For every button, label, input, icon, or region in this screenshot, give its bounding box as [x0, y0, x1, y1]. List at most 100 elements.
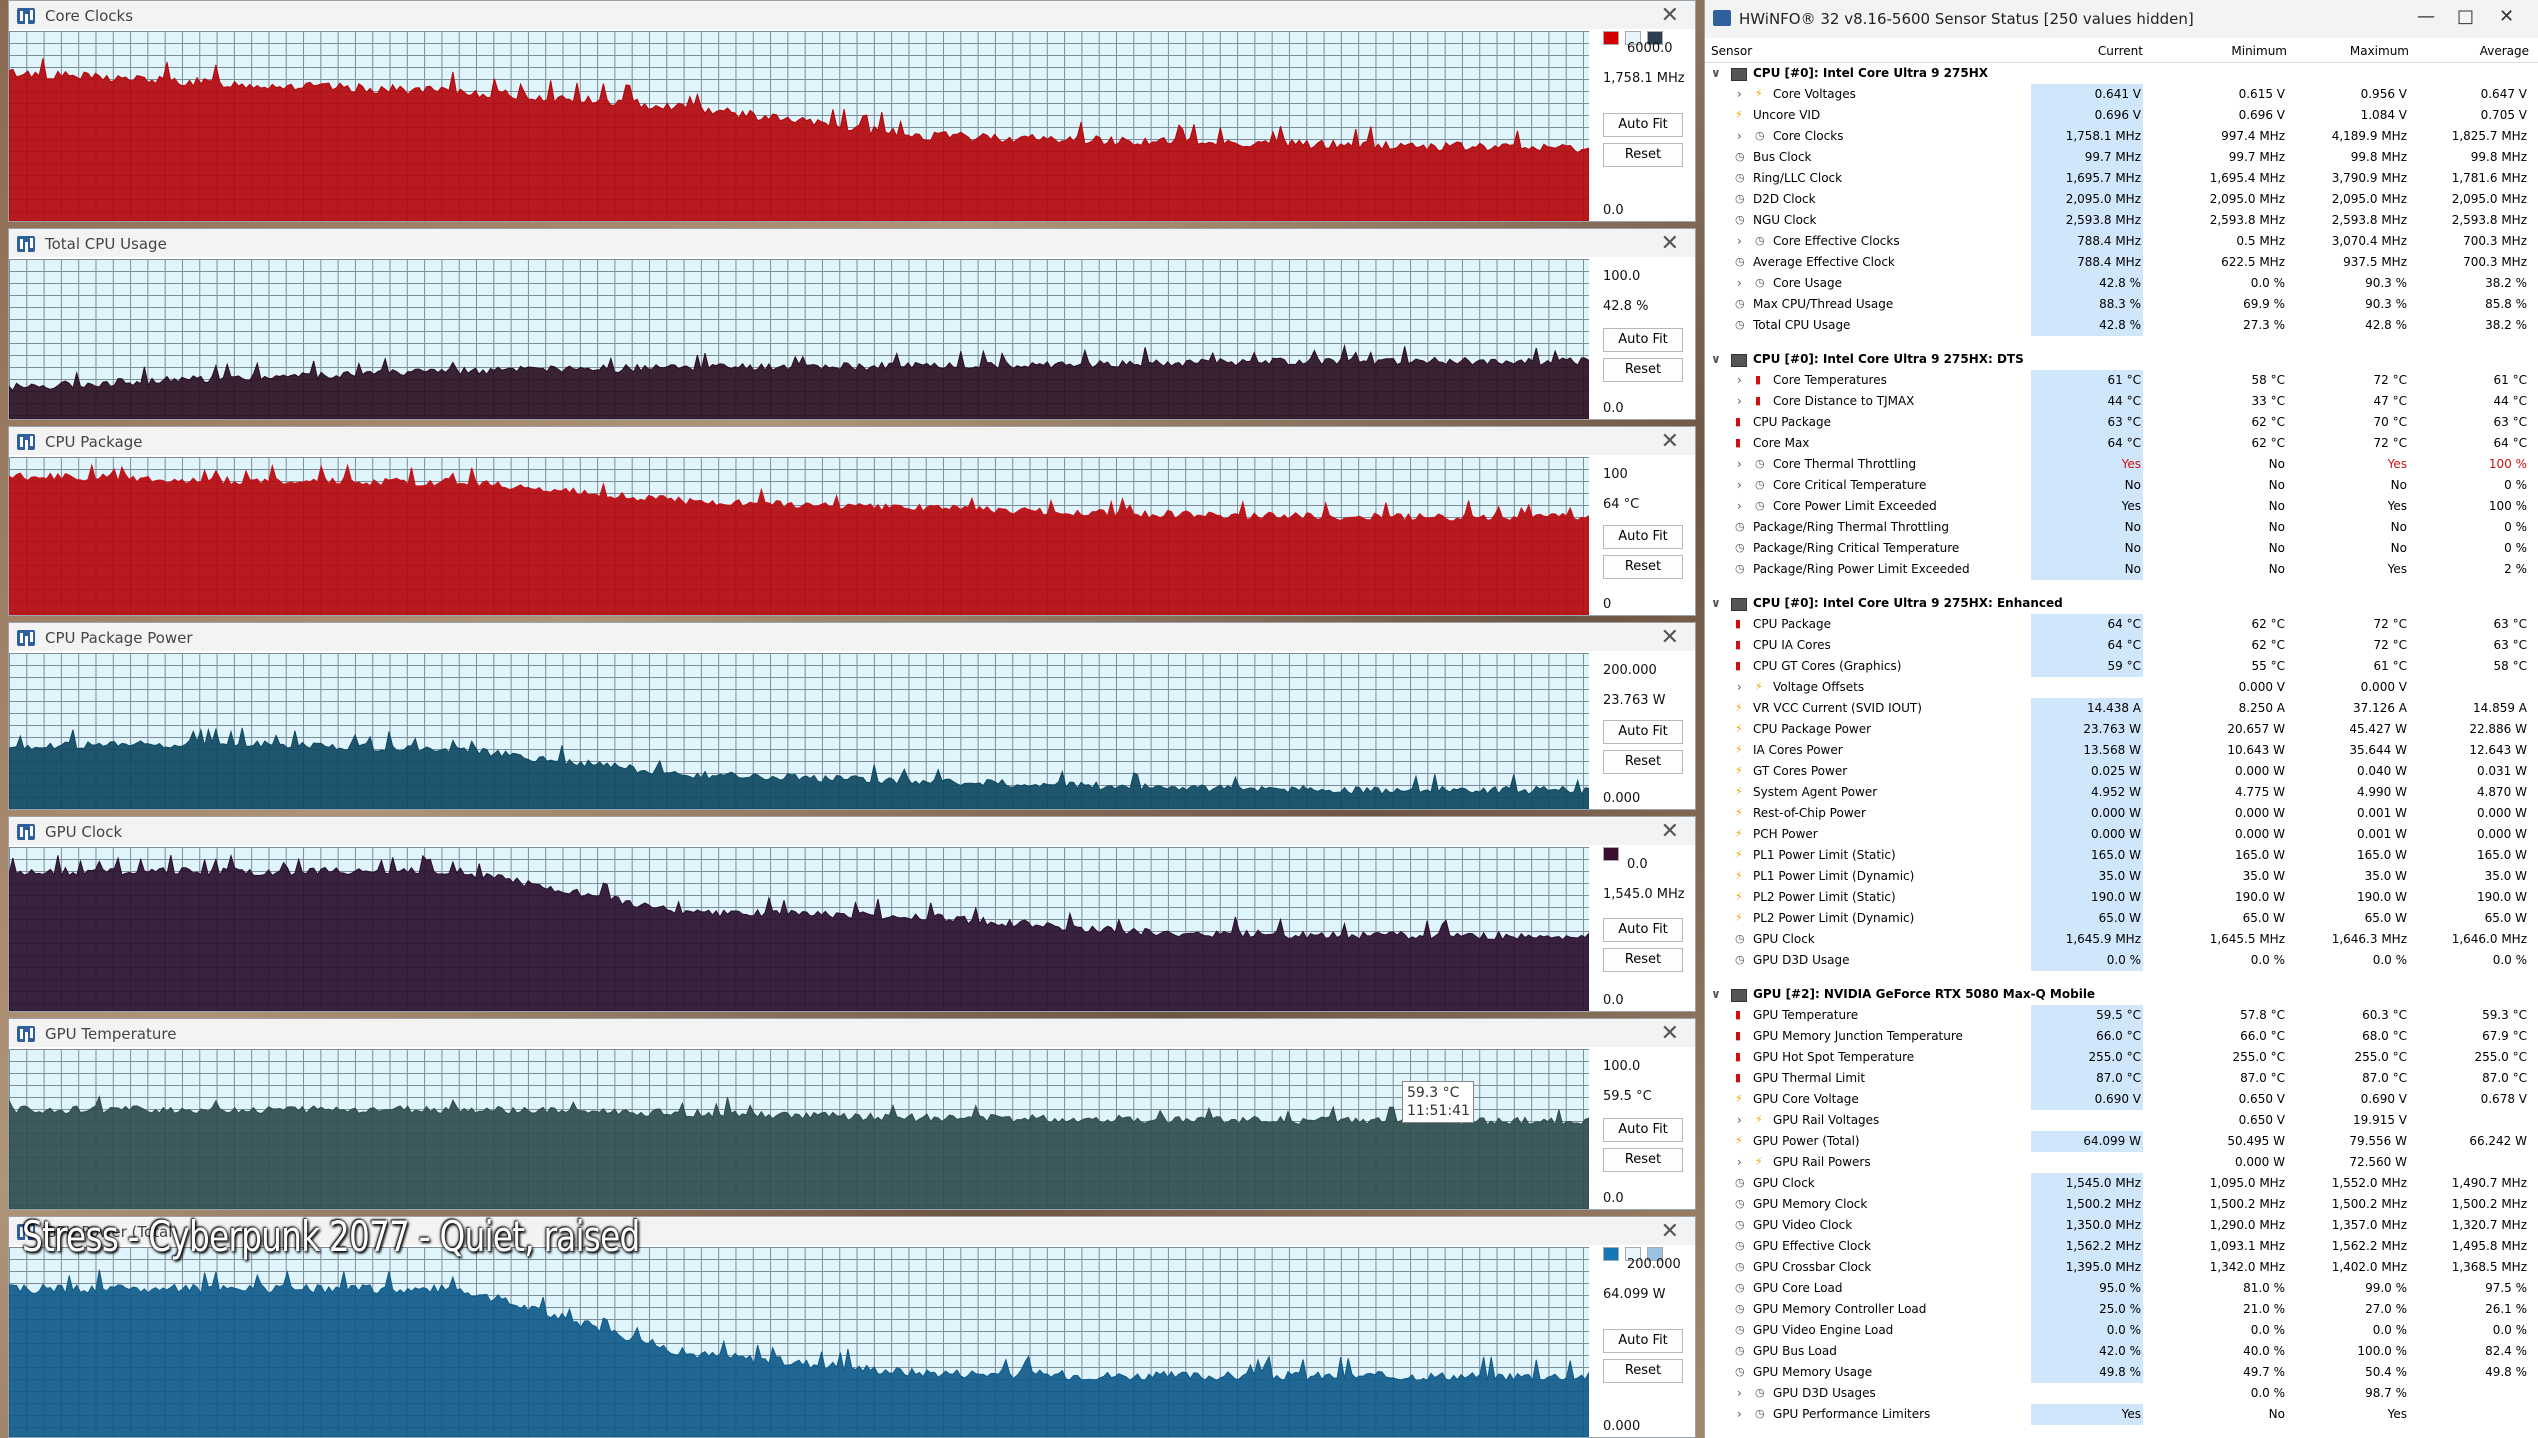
chevron-right-icon[interactable]: › [1737, 87, 1742, 101]
sensor-row[interactable]: ◷ Bus Clock 99.7 MHz 99.7 MHz 99.8 MHz 99.8 M… [1705, 147, 2538, 168]
sensor-row[interactable]: ⚡ PCH Power 0.000 W 0.000 W 0.001 W 0.000 W [1705, 824, 2538, 845]
sensor-row[interactable]: ⚡ Rest-of-Chip Power 0.000 W 0.000 W 0.001 W… [1705, 803, 2538, 824]
sensor-row[interactable]: ◷ GPU Clock 1,645.9 MHz 1,645.5 MHz 1,646.3 … [1705, 929, 2538, 950]
col-current[interactable]: Current [2097, 44, 2143, 58]
chevron-right-icon[interactable]: › [1737, 499, 1742, 513]
sensor-row[interactable]: › ◷ Core Thermal Throttling Yes No Yes 100 % [1705, 454, 2538, 475]
graph-color-swatch[interactable] [1625, 31, 1641, 45]
sensor-row[interactable]: ⚡ GPU Power (Total) 64.099 W 50.495 W 79.556… [1705, 1131, 2538, 1152]
sensor-row[interactable]: ◷ Ring/LLC Clock 1,695.7 MHz 1,695.4 MHz 3,7… [1705, 168, 2538, 189]
sensor-row[interactable]: ⚡ CPU Package Power 23.763 W 20.657 W 45.427… [1705, 719, 2538, 740]
chevron-right-icon[interactable]: › [1737, 276, 1742, 290]
chevron-right-icon[interactable]: › [1737, 478, 1742, 492]
chevron-right-icon[interactable]: › [1737, 373, 1742, 387]
auto-fit-button[interactable]: Auto Fit [1603, 1329, 1683, 1353]
sensor-row[interactable]: ◷ Package/Ring Critical Temperature No No No… [1705, 538, 2538, 559]
auto-fit-button[interactable]: Auto Fit [1603, 720, 1683, 744]
col-sensor[interactable]: Sensor [1711, 44, 1753, 58]
sensor-row[interactable]: ◷ GPU Clock 1,545.0 MHz 1,095.0 MHz 1,552.0 … [1705, 1173, 2538, 1194]
sensor-row[interactable]: ▮ CPU IA Cores 64 °C 62 °C 72 °C 63 °C [1705, 635, 2538, 656]
sensor-row[interactable]: ◷ GPU Video Engine Load 0.0 % 0.0 % 0.0 % 0.0… [1705, 1320, 2538, 1341]
close-icon[interactable]: ✕ [1660, 3, 1679, 28]
sensor-group-header[interactable]: ∨ GPU [#2]: NVIDIA GeForce RTX 5080 Max-… [1705, 984, 2538, 1005]
chevron-right-icon[interactable]: › [1737, 1113, 1742, 1127]
sensor-row[interactable]: › ▮ Core Temperatures 61 °C 58 °C 72 °C 61 °C [1705, 370, 2538, 391]
sensor-row[interactable]: ⚡ GT Cores Power 0.025 W 0.000 W 0.040 W 0.03… [1705, 761, 2538, 782]
auto-fit-button[interactable]: Auto Fit [1603, 328, 1683, 352]
close-icon[interactable]: ✕ [1660, 1021, 1679, 1046]
reset-button[interactable]: Reset [1603, 555, 1683, 579]
graph-color-swatch[interactable] [1603, 31, 1619, 45]
auto-fit-button[interactable]: Auto Fit [1603, 113, 1683, 137]
close-icon[interactable]: ✕ [1660, 819, 1679, 844]
close-icon[interactable]: ✕ [1660, 1219, 1679, 1244]
reset-button[interactable]: Reset [1603, 948, 1683, 972]
sensor-row[interactable]: › ◷ Core Critical Temperature No No No 0 % [1705, 475, 2538, 496]
chevron-right-icon[interactable]: › [1737, 234, 1742, 248]
minimize-icon[interactable]: — [2417, 6, 2435, 27]
chevron-right-icon[interactable]: › [1737, 394, 1742, 408]
sensor-row[interactable]: ▮ Core Max 64 °C 62 °C 72 °C 64 °C [1705, 433, 2538, 454]
sensor-row[interactable]: ⚡ PL1 Power Limit (Dynamic) 35.0 W 35.0 W 35… [1705, 866, 2538, 887]
sensor-row[interactable]: ▮ CPU GT Cores (Graphics) 59 °C 55 °C 61 °C 5… [1705, 656, 2538, 677]
chevron-down-icon[interactable]: ∨ [1711, 987, 1721, 1001]
close-icon[interactable]: ✕ [2499, 6, 2515, 27]
graph-color-swatch[interactable] [1647, 1247, 1663, 1261]
auto-fit-button[interactable]: Auto Fit [1603, 918, 1683, 942]
reset-button[interactable]: Reset [1603, 1148, 1683, 1172]
chevron-right-icon[interactable]: › [1737, 1386, 1742, 1400]
reset-button[interactable]: Reset [1603, 1359, 1683, 1383]
sensor-row[interactable]: ⚡ PL2 Power Limit (Static) 190.0 W 190.0 W 1… [1705, 887, 2538, 908]
sensor-row[interactable]: ▮ GPU Thermal Limit 87.0 °C 87.0 °C 87.0 °C 8… [1705, 1068, 2538, 1089]
sensor-row[interactable]: ◷ GPU Effective Clock 1,562.2 MHz 1,093.1 M… [1705, 1236, 2538, 1257]
col-maximum[interactable]: Maximum [2349, 44, 2409, 58]
maximize-icon[interactable]: □ [2457, 6, 2475, 27]
sensor-row[interactable]: › ◷ Core Clocks 1,758.1 MHz 997.4 MHz 4,189.9… [1705, 126, 2538, 147]
sensor-row[interactable]: › ◷ GPU D3D Usages 0.0 % 98.7 % [1705, 1383, 2538, 1404]
sensor-row[interactable]: › ⚡ Voltage Offsets 0.000 V 0.000 V [1705, 677, 2538, 698]
reset-button[interactable]: Reset [1603, 358, 1683, 382]
graph-color-swatch[interactable] [1603, 1247, 1619, 1261]
sensor-row[interactable]: › ⚡ Core Voltages 0.641 V 0.615 V 0.956 V 0.64… [1705, 84, 2538, 105]
sensor-row[interactable]: ◷ GPU Memory Clock 1,500.2 MHz 1,500.2 MHz 1… [1705, 1194, 2538, 1215]
chevron-down-icon[interactable]: ∨ [1711, 352, 1721, 366]
sensor-row[interactable]: ◷ Total CPU Usage 42.8 % 27.3 % 42.8 % 38.2 % [1705, 315, 2538, 336]
sensor-row[interactable]: ◷ Package/Ring Power Limit Exceeded No No Ye… [1705, 559, 2538, 580]
sensor-row[interactable]: ◷ NGU Clock 2,593.8 MHz 2,593.8 MHz 2,593.8 … [1705, 210, 2538, 231]
chevron-right-icon[interactable]: › [1737, 457, 1742, 471]
graph-color-swatch[interactable] [1603, 847, 1619, 861]
chevron-down-icon[interactable]: ∨ [1711, 596, 1721, 610]
chevron-right-icon[interactable]: › [1737, 129, 1742, 143]
sensor-row[interactable]: ◷ Max CPU/Thread Usage 88.3 % 69.9 % 90.3 % 8… [1705, 294, 2538, 315]
graph-color-swatch[interactable] [1647, 31, 1663, 45]
auto-fit-button[interactable]: Auto Fit [1603, 1118, 1683, 1142]
sensor-row[interactable]: ◷ Average Effective Clock 788.4 MHz 622.5 M… [1705, 252, 2538, 273]
sensor-row[interactable]: ⚡ PL2 Power Limit (Dynamic) 65.0 W 65.0 W 65… [1705, 908, 2538, 929]
sensor-row[interactable]: › ◷ Core Usage 42.8 % 0.0 % 90.3 % 38.2 % [1705, 273, 2538, 294]
reset-button[interactable]: Reset [1603, 143, 1683, 167]
sensor-group-header[interactable]: ∨ CPU [#0]: Intel Core Ultra 9 275HX: DT… [1705, 349, 2538, 370]
col-minimum[interactable]: Minimum [2231, 44, 2287, 58]
sensor-row[interactable]: ◷ Package/Ring Thermal Throttling No No No 0 … [1705, 517, 2538, 538]
sensor-row[interactable]: › ⚡ GPU Rail Powers 0.000 W 72.560 W [1705, 1152, 2538, 1173]
sensor-row[interactable]: ◷ GPU Memory Controller Load 25.0 % 21.0 % 2… [1705, 1299, 2538, 1320]
chevron-right-icon[interactable]: › [1737, 680, 1742, 694]
close-icon[interactable]: ✕ [1660, 231, 1679, 256]
sensor-row[interactable]: ◷ GPU Core Load 95.0 % 81.0 % 99.0 % 97.5 % [1705, 1278, 2538, 1299]
sensor-row[interactable]: ◷ D2D Clock 2,095.0 MHz 2,095.0 MHz 2,095.0 … [1705, 189, 2538, 210]
sensor-row[interactable]: ▮ CPU Package 63 °C 62 °C 70 °C 63 °C [1705, 412, 2538, 433]
sensor-group-header[interactable]: ∨ CPU [#0]: Intel Core Ultra 9 275HX [1705, 63, 2538, 84]
sensor-row[interactable]: ⚡ Uncore VID 0.696 V 0.696 V 1.084 V 0.705 V [1705, 105, 2538, 126]
sensor-row[interactable]: ▮ CPU Package 64 °C 62 °C 72 °C 63 °C [1705, 614, 2538, 635]
sensor-row[interactable]: › ◷ Core Effective Clocks 788.4 MHz 0.5 MHz 3… [1705, 231, 2538, 252]
sensor-row[interactable]: ◷ GPU Video Clock 1,350.0 MHz 1,290.0 MHz 1,… [1705, 1215, 2538, 1236]
sensor-row[interactable]: ⚡ IA Cores Power 13.568 W 10.643 W 35.644 W 1… [1705, 740, 2538, 761]
sensor-row[interactable]: ◷ GPU Bus Load 42.0 % 40.0 % 100.0 % 82.4 % [1705, 1341, 2538, 1362]
sensor-row[interactable]: ⚡ GPU Core Voltage 0.690 V 0.650 V 0.690 V 0.… [1705, 1089, 2538, 1110]
close-icon[interactable]: ✕ [1660, 625, 1679, 650]
sensor-row[interactable]: ◷ GPU Crossbar Clock 1,395.0 MHz 1,342.0 MH… [1705, 1257, 2538, 1278]
graph-color-swatch[interactable] [1625, 1247, 1641, 1261]
sensor-row[interactable]: ◷ GPU Memory Usage 49.8 % 49.7 % 50.4 % 49.8 … [1705, 1362, 2538, 1383]
sensor-row[interactable]: ⚡ System Agent Power 4.952 W 4.775 W 4.990 W… [1705, 782, 2538, 803]
sensor-row[interactable]: ⚡ PL1 Power Limit (Static) 165.0 W 165.0 W 1… [1705, 845, 2538, 866]
